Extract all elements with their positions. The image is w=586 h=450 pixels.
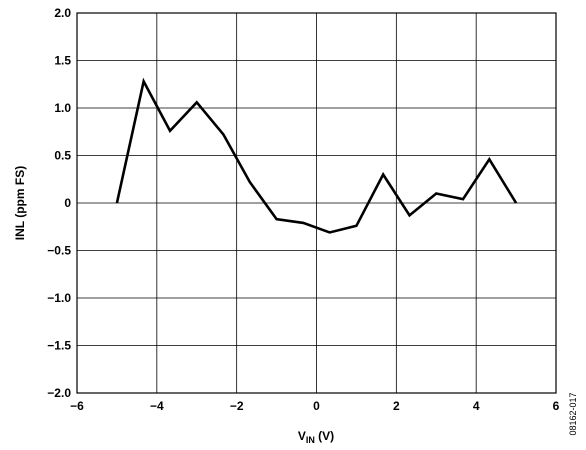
inl-series-line — [115, 77, 518, 234]
y-tick-label: −0.5 — [47, 244, 71, 258]
y-tick-label: −1.0 — [47, 291, 71, 305]
y-tick-labels: 2.0 1.5 1.0 0.5 0 −0.5 −1.0 −1.5 −2.0 — [47, 6, 71, 400]
x-tick-label: 0 — [313, 399, 320, 413]
y-tick-label: −1.5 — [47, 339, 71, 353]
x-axis-label: VIN (V) — [298, 429, 334, 445]
plot-frame — [76, 12, 557, 394]
y-tick-label: 0 — [64, 196, 71, 210]
y-tick-label: −2.0 — [47, 386, 71, 400]
x-axis-label-unit: (V) — [315, 429, 334, 443]
y-axis-label: INL (ppm FS) — [13, 166, 27, 240]
y-tick-label: 1.5 — [54, 54, 71, 68]
figure-id: 08162-017 — [568, 392, 578, 435]
x-axis-label-main: V — [298, 429, 306, 443]
x-tick-label: −6 — [70, 399, 84, 413]
y-tick-label: 0.5 — [54, 149, 71, 163]
y-tick-label: 1.0 — [54, 101, 71, 115]
x-tick-label: 4 — [473, 399, 480, 413]
y-tick-label: 2.0 — [54, 6, 71, 20]
x-tick-label: −4 — [150, 399, 164, 413]
x-tick-label: −2 — [230, 399, 244, 413]
grid-lines — [77, 13, 556, 393]
x-tick-labels: −6 −4 −2 0 2 4 6 — [70, 399, 560, 413]
series-group — [115, 77, 518, 234]
x-tick-label: 6 — [553, 399, 560, 413]
x-tick-label: 2 — [393, 399, 400, 413]
x-axis-label-sub: IN — [306, 435, 315, 445]
